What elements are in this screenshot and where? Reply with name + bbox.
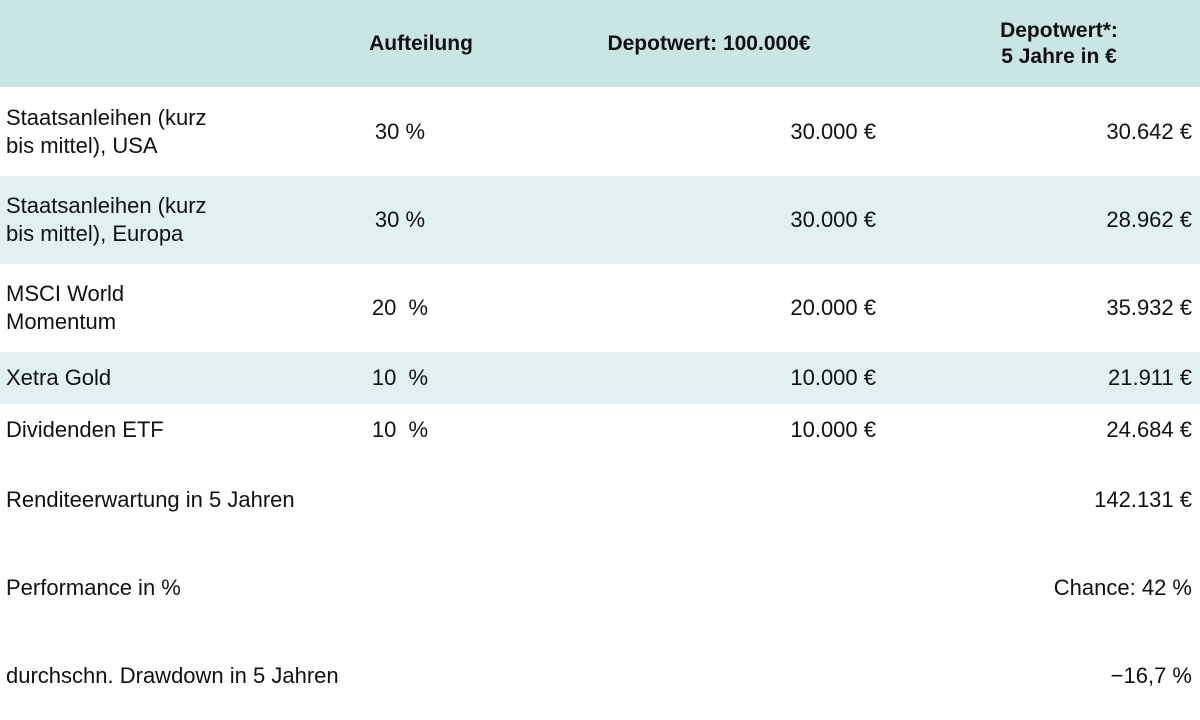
- initial-value: 30.000 €: [790, 118, 876, 144]
- initial-value: 20.000 €: [790, 295, 876, 320]
- table-row: MSCI World Momentum 20 % 20.000 € 35.932…: [0, 264, 1200, 352]
- table-row: Staatsanleihen (kurz bis mittel), USA 30…: [0, 87, 1200, 176]
- header-depotwert-5-jahre: Depotwert*: 5 Jahre in €: [878, 18, 1200, 70]
- summary-label: durchschn. Drawdown in 5 Jahren: [6, 663, 339, 688]
- header-aufteilung: Aufteilung: [369, 31, 473, 55]
- table-row: Dividenden ETF 10 % 10.000 € 24.684 €: [0, 404, 1200, 456]
- asset-label: Dividenden ETF: [6, 417, 164, 442]
- summary-value: Chance: 42 %: [1053, 575, 1192, 600]
- summary-value: −16,7 %: [1110, 663, 1192, 688]
- table-header-row: Aufteilung Depotwert: 100.000€ Depotwert…: [0, 0, 1200, 87]
- allocation-percent: 10 %: [371, 417, 429, 442]
- allocation-percent: 30 %: [374, 207, 426, 232]
- asset-label-line2: Momentum: [6, 309, 117, 334]
- asset-label: MSCI World Momentum: [0, 280, 300, 336]
- allocation-percent: 20 %: [371, 295, 429, 320]
- summary-label: Renditeerwartung in 5 Jahren: [6, 487, 295, 512]
- asset-label: Staatsanleihen (kurz bis mittel), Europa: [0, 192, 300, 248]
- value-after-5-years: 28.962 €: [1106, 207, 1192, 232]
- asset-label: Staatsanleihen (kurz bis mittel), USA: [0, 104, 300, 160]
- asset-label-line1: Staatsanleihen (kurz: [6, 193, 207, 218]
- header-depotwert: Depotwert: 100.000€: [607, 31, 811, 55]
- summary-value: 142.131 €: [1094, 487, 1192, 512]
- allocation-percent: 30 %: [374, 118, 426, 144]
- asset-label-line1: MSCI World: [6, 281, 125, 306]
- allocation-percent: 10 %: [371, 365, 429, 390]
- summary-row-drawdown: durchschn. Drawdown in 5 Jahren −16,7 %: [0, 632, 1200, 720]
- initial-value: 10.000 €: [790, 365, 876, 390]
- value-after-5-years: 35.932 €: [1106, 295, 1192, 320]
- summary-label: Performance in %: [6, 575, 181, 600]
- value-after-5-years: 24.684 €: [1106, 417, 1192, 442]
- asset-label-line2: bis mittel), USA: [6, 132, 158, 158]
- asset-label-line1: Staatsanleihen (kurz: [6, 104, 207, 130]
- initial-value: 30.000 €: [790, 207, 876, 232]
- header-future-line2: 5 Jahre in €: [1001, 44, 1117, 68]
- table-row: Xetra Gold 10 % 10.000 € 21.911 €: [0, 352, 1200, 404]
- value-after-5-years: 21.911 €: [1107, 365, 1192, 390]
- summary-row-performance: Performance in % Chance: 42 %: [0, 544, 1200, 632]
- table-row: Staatsanleihen (kurz bis mittel), Europa…: [0, 176, 1200, 264]
- asset-label: Xetra Gold: [6, 365, 112, 390]
- asset-label-line2: bis mittel), Europa: [6, 221, 184, 246]
- value-after-5-years: 30.642 €: [1106, 118, 1192, 144]
- summary-row-expected-return: Renditeerwartung in 5 Jahren 142.131 €: [0, 456, 1200, 544]
- initial-value: 10.000 €: [790, 417, 876, 442]
- header-future-line1: Depotwert*:: [1000, 18, 1118, 42]
